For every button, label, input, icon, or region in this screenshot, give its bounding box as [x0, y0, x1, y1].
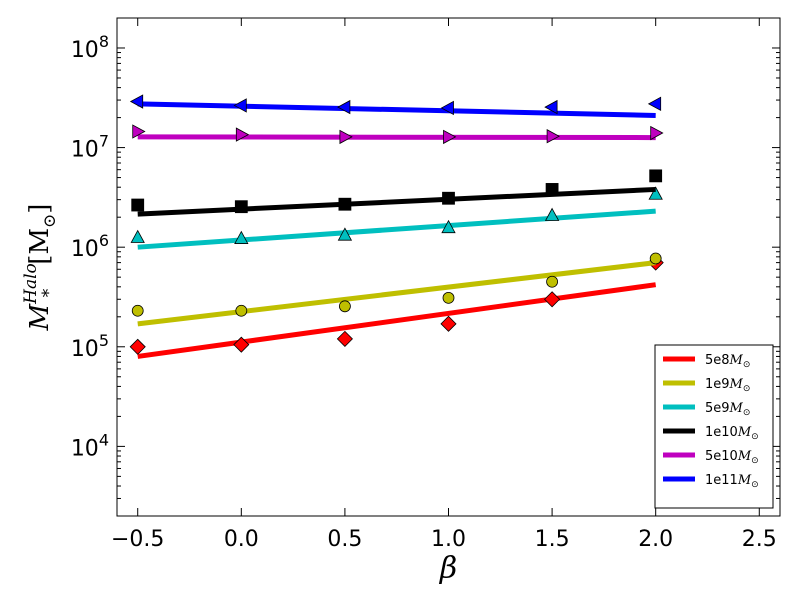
data-point-1e10: [545, 183, 559, 196]
data-point-1e11: [337, 99, 351, 115]
x-tick-label: 0.5: [327, 527, 362, 552]
fit-line-1e11: [137, 101, 656, 118]
x-tick-label: 1.0: [431, 527, 466, 552]
series-1e11: [129, 94, 662, 118]
data-point-1e11: [544, 99, 558, 115]
data-point-1e10: [442, 191, 455, 205]
data-point-1e9: [649, 252, 662, 265]
data-point-5e9: [648, 186, 663, 200]
data-point-1e11: [129, 94, 144, 109]
x-tick-label: 2.0: [638, 527, 673, 552]
data-point-5e8: [336, 330, 353, 347]
series-1e10: [131, 169, 663, 217]
axis-ticks: [117, 17, 780, 517]
data-point-1e10: [649, 169, 663, 183]
y-tick-label: 107: [71, 132, 109, 163]
data-point-1e10: [338, 197, 352, 211]
data-point-1e11: [440, 100, 454, 116]
data-point-1e9: [131, 304, 144, 317]
y-tick-label: 108: [71, 32, 109, 63]
data-point-5e9: [441, 219, 456, 234]
y-axis-label: MHalo*[M⊙]: [21, 204, 60, 332]
data-point-5e9: [337, 227, 353, 241]
axis-labels: −0.5 0.0 0.5 1.0 1.5 2.0 2.5 104 105 106 107 108 β MH…: [21, 32, 777, 586]
series-1e9: [131, 252, 662, 327]
legend: 5e8M⊙ 1e9M⊙ 5e9M⊙ 1e10M⊙ 5e10M⊙ 1e11M⊙: [654, 344, 774, 509]
data-point-5e8: [544, 291, 561, 308]
data-point-1e9: [546, 275, 558, 288]
data-point-1e9: [235, 304, 248, 317]
data-point-5e8: [440, 315, 457, 332]
y-tick-label: 104: [71, 430, 109, 461]
x-tick-label: −0.5: [111, 527, 164, 552]
fit-line-1e10: [137, 186, 656, 217]
fit-line-5e8: [137, 282, 657, 359]
legend-label-1e10: 1e10M⊙: [705, 425, 759, 442]
x-axis-label: β: [439, 551, 457, 586]
legend-label-1e11: 1e11M⊙: [705, 473, 759, 490]
legend-label-1e9: 1e9M⊙: [705, 377, 750, 394]
x-tick-label: 0.0: [224, 527, 259, 552]
data-point-1e10: [234, 200, 248, 214]
data-point-1e11: [233, 98, 247, 113]
data-point-5e10: [235, 127, 250, 142]
x-tick-label: 1.5: [535, 527, 570, 552]
legend-label-5e9: 5e9M⊙: [705, 401, 750, 418]
series-5e10: [132, 124, 664, 145]
data-point-5e9: [544, 207, 560, 221]
series-5e9: [130, 186, 663, 250]
series-5e8: [129, 254, 664, 359]
data-point-5e9: [130, 229, 145, 243]
data-point-1e9: [442, 291, 455, 304]
data-point-5e9: [234, 230, 249, 244]
data-point-1e10: [131, 198, 145, 212]
data-point-5e10: [546, 129, 560, 144]
data-point-5e10: [339, 129, 353, 145]
y-tick-label: 105: [71, 331, 109, 362]
data-point-1e9: [339, 300, 351, 313]
legend-label-5e10: 5e10M⊙: [705, 449, 759, 466]
legend-label-5e8: 5e8M⊙: [705, 353, 750, 370]
fit-line-5e9: [137, 208, 656, 250]
data-point-1e11: [647, 96, 662, 111]
plot-area: [129, 94, 664, 359]
y-tick-label: 106: [71, 231, 109, 262]
data-point-5e8: [233, 336, 250, 353]
x-tick-label: 2.5: [742, 527, 777, 552]
data-point-5e10: [132, 124, 146, 139]
data-point-5e10: [650, 125, 664, 141]
fit-line-1e9: [137, 260, 656, 327]
fit-line-5e10: [137, 134, 656, 141]
data-point-5e8: [129, 338, 146, 355]
data-point-5e10: [443, 129, 457, 145]
